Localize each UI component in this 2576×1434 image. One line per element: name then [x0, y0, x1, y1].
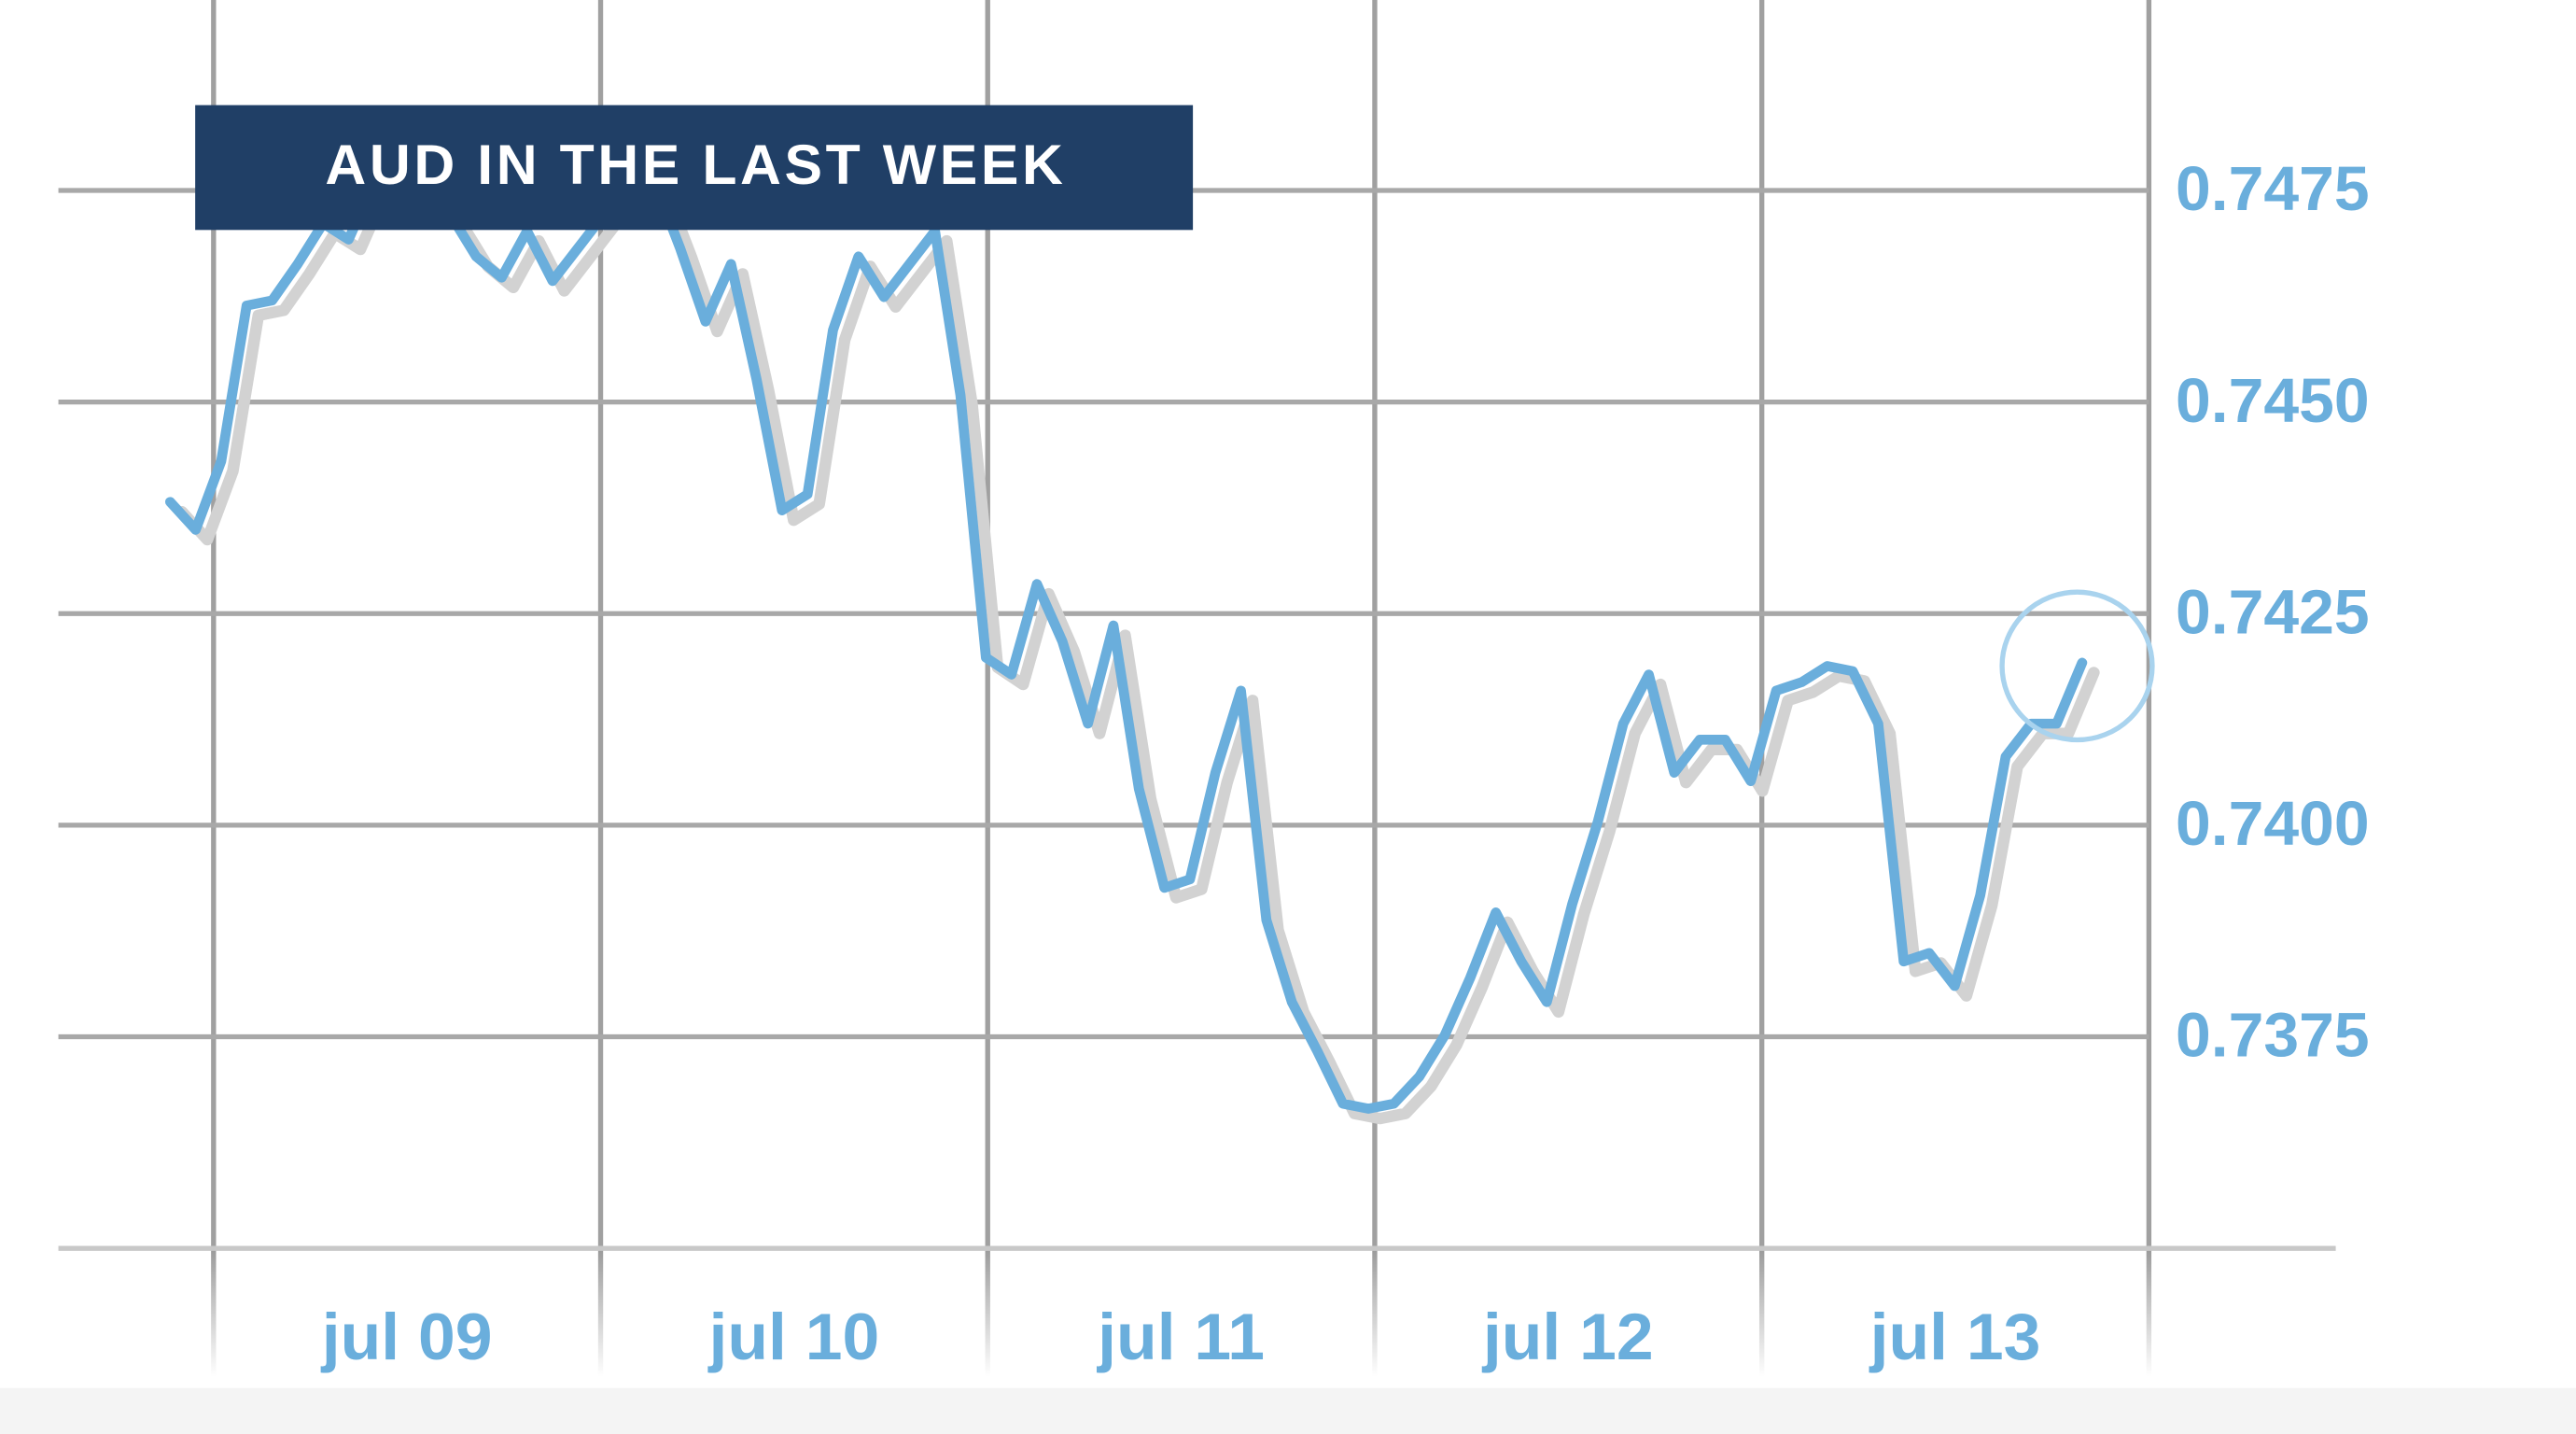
y-tick-label: 0.7400 [2176, 790, 2370, 859]
horizontal-grid [58, 188, 2336, 1251]
x-tick-label: jul 12 [1481, 1301, 1654, 1374]
y-tick-label: 0.7425 [2176, 578, 2370, 647]
x-tick-label: jul 11 [1096, 1301, 1265, 1374]
v-grid-fade [2146, 1248, 2152, 1377]
v-grid-fade [211, 1248, 217, 1377]
x-tick-label: jul 10 [707, 1301, 879, 1374]
plot [164, 169, 2155, 1125]
v-grid-fade [597, 1248, 604, 1377]
title-box [195, 105, 1194, 231]
x-tick-label: jul 13 [1869, 1301, 2041, 1374]
v-grid-fade [985, 1248, 990, 1377]
y-tick-label: 0.7475 [2176, 155, 2370, 224]
chart-title: AUD IN THE LAST WEEK [325, 133, 1066, 195]
y-tick-label: 0.7450 [2176, 366, 2370, 435]
y-tick-label: 0.7375 [2176, 1001, 2370, 1070]
line-shadow [175, 178, 2100, 1125]
labels: 0.7375 0.7400 0.7425 0.7450 0.7475 jul 09 jul … [320, 155, 2370, 1374]
end-marker [1999, 589, 2155, 743]
v-grid-fade [1758, 1248, 1765, 1377]
line [164, 169, 2088, 1114]
x-tick-label: jul 09 [320, 1301, 493, 1374]
bottom-band [0, 1387, 2576, 1434]
v-grid-fade [1372, 1248, 1378, 1377]
